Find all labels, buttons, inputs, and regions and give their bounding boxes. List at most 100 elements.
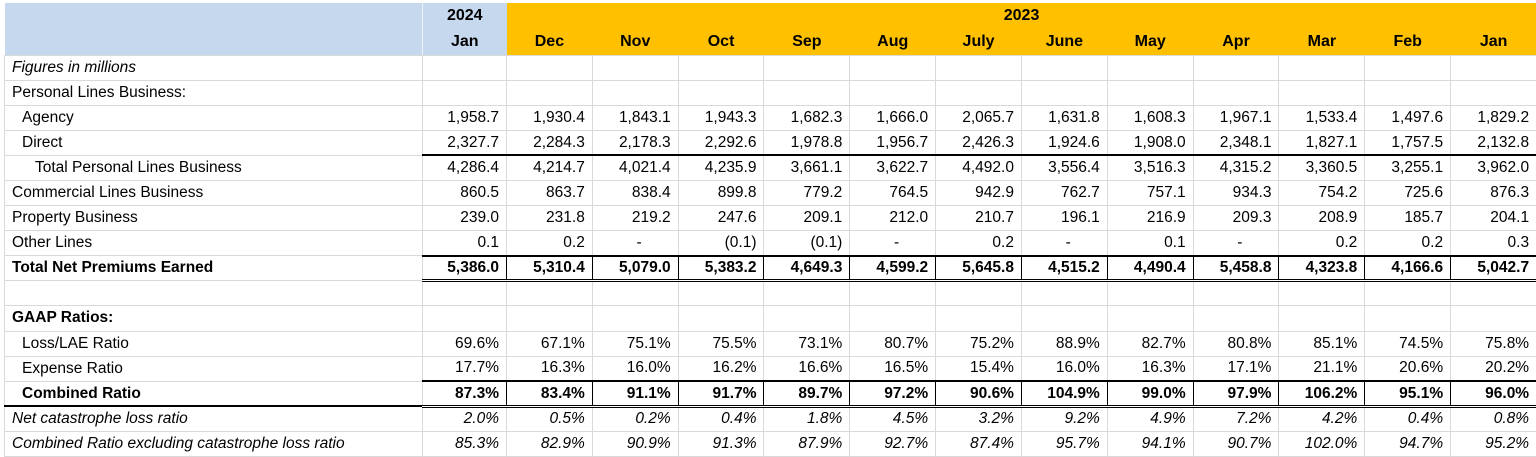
cell-other-lines-may-2023: 0.1 (1107, 230, 1194, 257)
cell-direct-dec-2023: 2,284.3 (506, 130, 593, 156)
cell-total-net-premiums-earned-dec-2023: 5,310.4 (506, 254, 593, 283)
cell-total-net-premiums-earned-nov-2023: 5,079.0 (591, 254, 679, 283)
row-spacer (4, 280, 1536, 307)
month-header-row: Jan Dec Nov Oct Sep Aug July June May Apr Mar Feb J… (4, 29, 1536, 56)
cell-figures-note-jan-2023 (1450, 55, 1536, 81)
cell-net-catastrophe-loss-ratio-jan-2023: 0.8% (1450, 406, 1536, 432)
cell-agency-dec-2023: 1,930.4 (506, 105, 593, 131)
row-label-property-business: Property Business (4, 205, 423, 232)
cell-combined-ratio-ex-catastrophe-jan-2024: 85.3% (422, 431, 507, 457)
row-figures-note: Figures in millions (4, 55, 1536, 81)
cell-total-personal-lines-sep-2023: 3,661.1 (763, 154, 851, 181)
row-commercial-lines: Commercial Lines Business 860.5 863.7 838.4… (4, 180, 1536, 207)
cell-expense-ratio-aug-2023: 16.5% (849, 356, 937, 382)
cell-personal-lines-section-apr-2023 (1193, 80, 1280, 106)
cell-spacer-nov-2023 (592, 280, 679, 307)
row-label-total-net-premiums-earned: Total Net Premiums Earned (4, 255, 423, 282)
row-combined-ratio: Combined Ratio 87.3% 83.4% 91.1% 91.7% 89.7% 9… (4, 380, 1536, 408)
row-total-net-premiums-earned: Total Net Premiums Earned 5,386.0 5,310.4 5… (4, 254, 1536, 283)
cell-combined-ratio-jan-2024: 87.3% (422, 380, 507, 408)
cell-combined-ratio-mar-2023: 106.2% (1278, 380, 1366, 408)
cell-combined-ratio-nov-2023: 91.1% (591, 380, 679, 408)
cell-figures-note-july-2023 (935, 55, 1022, 81)
cell-commercial-lines-jan-2024: 860.5 (422, 180, 507, 207)
cell-gaap-ratios-section-feb-2023 (1364, 305, 1452, 332)
cell-gaap-ratios-section-mar-2023 (1278, 305, 1366, 332)
cell-property-business-nov-2023: 219.2 (592, 205, 679, 232)
cell-personal-lines-section-mar-2023 (1278, 80, 1366, 106)
cell-agency-june-2023: 1,631.8 (1021, 105, 1108, 131)
cell-total-net-premiums-earned-sep-2023: 4,649.3 (763, 254, 851, 283)
cell-loss-lae-ratio-aug-2023: 80.7% (849, 331, 937, 357)
row-other-lines: Other Lines 0.1 0.2- (0.1) (0.1) -0.2-0.1-0.2… (4, 230, 1536, 257)
cell-spacer-feb-2023 (1364, 280, 1452, 307)
cell-other-lines-apr-2023: - (1193, 230, 1280, 257)
cell-total-personal-lines-aug-2023: 3,622.7 (849, 154, 937, 181)
cell-property-business-mar-2023: 208.9 (1278, 205, 1366, 232)
cell-gaap-ratios-section-aug-2023 (849, 305, 937, 332)
cell-gaap-ratios-section-dec-2023 (506, 305, 593, 332)
cell-expense-ratio-dec-2023: 16.3% (506, 356, 593, 382)
cell-total-net-premiums-earned-mar-2023: 4,323.8 (1278, 254, 1366, 283)
row-label-personal-lines-section: Personal Lines Business: (4, 80, 423, 106)
cell-spacer-may-2023 (1107, 280, 1194, 307)
col-header-year-2023: 2023 (506, 3, 1536, 29)
cell-net-catastrophe-loss-ratio-sep-2023: 1.8% (763, 406, 851, 432)
cell-loss-lae-ratio-feb-2023: 74.5% (1364, 331, 1452, 357)
cell-agency-sep-2023: 1,682.3 (763, 105, 851, 131)
cell-other-lines-july-2023: 0.2 (935, 230, 1022, 257)
cell-commercial-lines-dec-2023: 863.7 (506, 180, 593, 207)
cell-combined-ratio-apr-2023: 97.9% (1192, 380, 1280, 408)
cell-personal-lines-section-may-2023 (1107, 80, 1194, 106)
cell-direct-apr-2023: 2,348.1 (1193, 130, 1280, 156)
cell-combined-ratio-ex-catastrophe-feb-2023: 94.7% (1364, 431, 1452, 457)
row-label-agency: Agency (4, 105, 423, 131)
cell-expense-ratio-nov-2023: 16.0% (592, 356, 679, 382)
cell-loss-lae-ratio-mar-2023: 85.1% (1278, 331, 1366, 357)
cell-personal-lines-section-nov-2023 (592, 80, 679, 106)
cell-total-personal-lines-june-2023: 3,556.4 (1021, 154, 1108, 181)
cell-commercial-lines-nov-2023: 838.4 (592, 180, 679, 207)
cell-commercial-lines-aug-2023: 764.5 (849, 180, 937, 207)
cell-combined-ratio-ex-catastrophe-aug-2023: 92.7% (849, 431, 937, 457)
cell-figures-note-oct-2023 (678, 55, 765, 81)
cell-figures-note-nov-2023 (592, 55, 679, 81)
cell-net-catastrophe-loss-ratio-dec-2023: 0.5% (506, 406, 593, 432)
cell-other-lines-oct-2023: (0.1) (678, 230, 765, 257)
cell-expense-ratio-may-2023: 16.3% (1107, 356, 1194, 382)
cell-personal-lines-section-july-2023 (935, 80, 1022, 106)
cell-combined-ratio-ex-catastrophe-july-2023: 87.4% (935, 431, 1022, 457)
cell-direct-may-2023: 1,908.0 (1107, 130, 1194, 156)
cell-agency-jan-2024: 1,958.7 (422, 105, 507, 131)
cell-total-personal-lines-nov-2023: 4,021.4 (592, 154, 679, 181)
cell-total-personal-lines-apr-2023: 4,315.2 (1193, 154, 1280, 181)
col-header-jan-2023: Jan (1450, 29, 1536, 56)
financial-table: 2024 2023 Jan Dec Nov Oct Sep Aug July June May… (4, 3, 1536, 457)
cell-commercial-lines-jan-2023: 876.3 (1450, 180, 1536, 207)
row-loss-lae-ratio: Loss/LAE Ratio 69.6% 67.1% 75.1% 75.5% 73.1% 8… (4, 331, 1536, 357)
cell-total-net-premiums-earned-jan-2023: 5,042.7 (1450, 254, 1536, 283)
cell-total-net-premiums-earned-june-2023: 4,515.2 (1020, 254, 1108, 283)
cell-direct-june-2023: 1,924.6 (1021, 130, 1108, 156)
cell-spacer-july-2023 (935, 280, 1022, 307)
cell-gaap-ratios-section-oct-2023 (678, 305, 765, 332)
col-header-may-2023: May (1107, 29, 1194, 56)
cell-direct-july-2023: 2,426.3 (935, 130, 1022, 156)
cell-direct-mar-2023: 1,827.1 (1278, 130, 1366, 156)
cell-direct-jan-2024: 2,327.7 (422, 130, 507, 156)
cell-commercial-lines-feb-2023: 725.6 (1364, 180, 1452, 207)
cell-direct-sep-2023: 1,978.8 (763, 130, 851, 156)
cell-expense-ratio-sep-2023: 16.6% (763, 356, 851, 382)
cell-gaap-ratios-section-june-2023 (1021, 305, 1108, 332)
cell-commercial-lines-june-2023: 762.7 (1021, 180, 1108, 207)
cell-personal-lines-section-aug-2023 (849, 80, 937, 106)
cell-total-personal-lines-july-2023: 4,492.0 (935, 154, 1022, 181)
cell-commercial-lines-apr-2023: 934.3 (1193, 180, 1280, 207)
cell-net-catastrophe-loss-ratio-may-2023: 4.9% (1107, 406, 1194, 432)
cell-agency-apr-2023: 1,967.1 (1193, 105, 1280, 131)
cell-total-net-premiums-earned-july-2023: 5,645.8 (935, 254, 1022, 283)
cell-other-lines-sep-2023: (0.1) (763, 230, 851, 257)
cell-gaap-ratios-section-sep-2023 (763, 305, 851, 332)
row-expense-ratio: Expense Ratio 17.7% 16.3% 16.0% 16.2% 16.6% 16… (4, 356, 1536, 382)
cell-net-catastrophe-loss-ratio-aug-2023: 4.5% (849, 406, 937, 432)
